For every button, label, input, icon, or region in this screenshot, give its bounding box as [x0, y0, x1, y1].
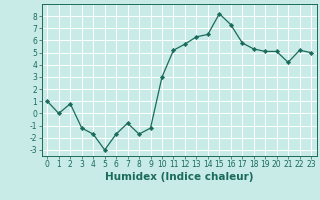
X-axis label: Humidex (Indice chaleur): Humidex (Indice chaleur) [105, 172, 253, 182]
